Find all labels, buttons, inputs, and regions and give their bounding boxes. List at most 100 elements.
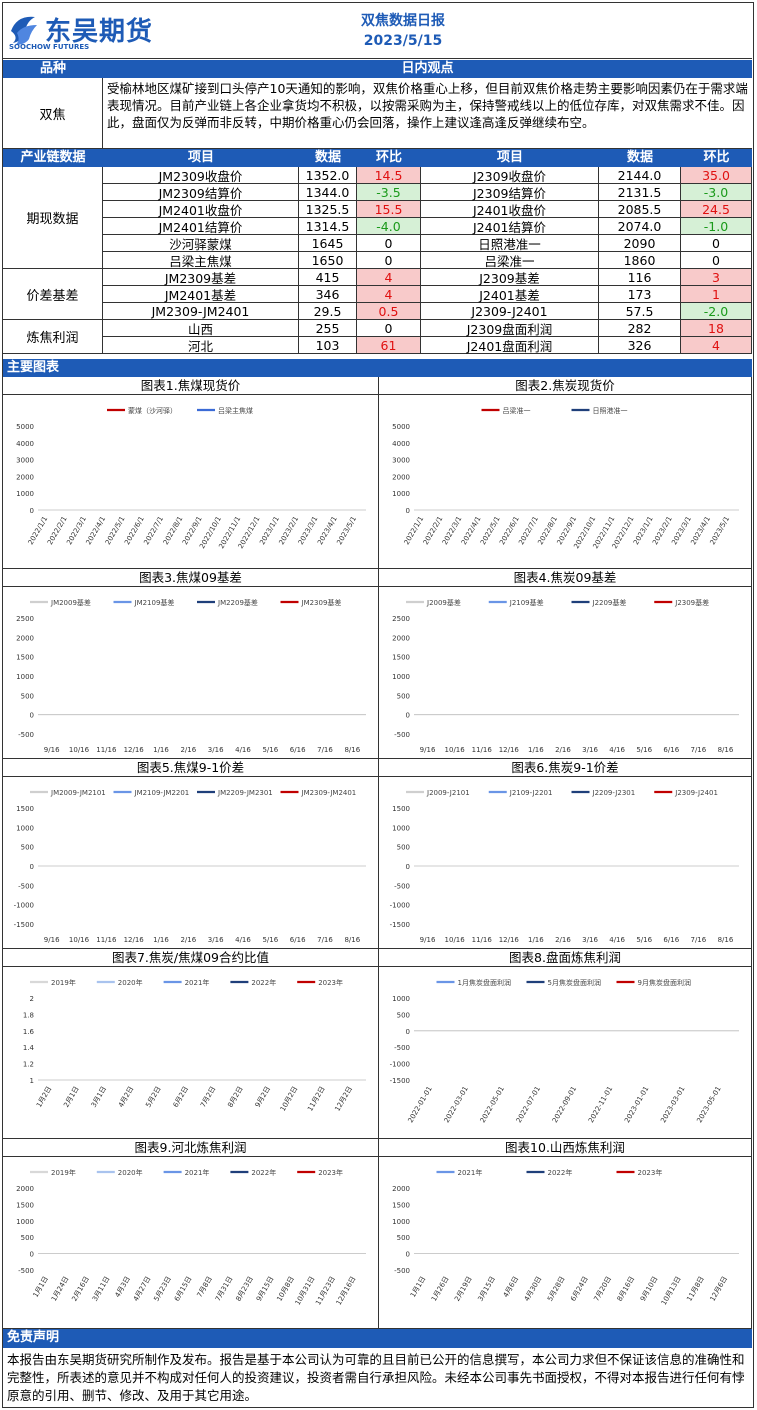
legend-label: J2209-J2301: [592, 789, 636, 797]
charts-bar: 主要图表: [3, 359, 752, 377]
chart-panel: 图表1.焦煤现货价蒙煤（沙河驿） 吕梁主焦煤 5000 4000 3000 2000 100…: [3, 377, 379, 569]
y-tick-label: -500: [18, 731, 34, 739]
y-tick-label: 0: [406, 1251, 410, 1259]
x-tick-label: 3月11日: [91, 1275, 112, 1303]
y-tick-label: 1.6: [23, 1028, 35, 1036]
table-cell-r-val: 2085.5: [599, 201, 681, 218]
y-tick-label: 0: [30, 507, 34, 515]
y-tick-label: -1500: [14, 921, 34, 929]
section-label: 炼焦利润: [3, 320, 103, 354]
x-tick-label: 3/16: [582, 936, 598, 944]
x-tick-label: 5/16: [636, 746, 652, 754]
x-tick-label: 9/16: [420, 746, 436, 754]
x-tick-label: 7月8日: [196, 1275, 214, 1299]
x-tick-label: 6/16: [663, 936, 679, 944]
table-cell-l-item: JM2309-JM2401: [103, 303, 299, 320]
chart-panel: 图表3.焦煤09基差 JM2009基差 JM2109基差 JM2209基差 JM2309…: [3, 569, 379, 759]
chart-title: 图表1.焦煤现货价: [3, 377, 378, 395]
x-tick-label: 8/16: [718, 936, 734, 944]
chart-panel: 图表5.焦煤9-1价差 JM2009-JM2101 JM2109-JM2201 JM2…: [3, 759, 379, 949]
x-tick-label: 6月15日: [173, 1275, 194, 1303]
legend-label: 日照港准一: [593, 406, 628, 415]
legend-label: 2023年: [318, 1168, 343, 1177]
x-tick-label: 7/16: [317, 936, 333, 944]
x-tick-label: 2022-03-01: [443, 1085, 470, 1124]
legend-label: J2009-J2101: [426, 789, 470, 797]
table-cell-r-item: J2401收盘价: [421, 201, 599, 218]
legend-label: J2309-J2401: [674, 789, 718, 797]
table-cell-l-chg: 4: [357, 286, 421, 303]
table-cell-r-val: 2144.0: [599, 167, 681, 184]
x-tick-label: 12/16: [499, 936, 520, 944]
x-tick-label: 1月26日: [430, 1275, 451, 1303]
table-cell-r-val: 2090: [599, 235, 681, 252]
y-tick-label: 2000: [16, 1185, 34, 1193]
report-header: 东吴期货 SOOCHOW FUTURES 双焦数据日报 2023/5/15: [3, 3, 752, 59]
x-tick-label: 2023-03-01: [659, 1085, 686, 1124]
chart-svg: 蒙煤（沙河驿） 吕梁主焦煤5000400030002000100002022/1/…: [16, 406, 366, 550]
legend-label: 2021年: [458, 1168, 483, 1177]
x-tick-label: 11月23日: [314, 1275, 337, 1307]
table-cell-r-val: 116: [599, 269, 681, 286]
y-tick-label: -500: [394, 1267, 410, 1275]
table-cell-r-chg: -1.0: [681, 218, 752, 235]
table-header-item-left: 项目: [187, 150, 214, 165]
table-cell-l-item: 沙河驿蒙煤: [103, 235, 299, 252]
chart-title: 图表3.焦煤09基差: [3, 569, 378, 587]
x-tick-label: 1月24日: [50, 1275, 71, 1303]
y-tick-label: 500: [397, 692, 410, 700]
x-tick-label: 5月28日: [546, 1275, 567, 1303]
chart-title: 图表4.焦炭09基差: [379, 569, 751, 587]
y-tick-label: -500: [394, 731, 410, 739]
disclaimer-text: 本报告由东吴期货研究所制作及发布。报告是基于本公司认为可靠的且目前已公开的信息撰…: [7, 1352, 745, 1403]
y-tick-label: 2000: [392, 473, 410, 481]
table-header-change-right: 环比: [703, 150, 730, 165]
y-tick-label: 1.8: [23, 1011, 34, 1019]
x-tick-label: 5月23日: [152, 1275, 173, 1303]
table-cell-l-chg: 15.5: [357, 201, 421, 218]
table-cell-l-val: 1352.0: [299, 167, 357, 184]
table-cell-r-val: 2074.0: [599, 218, 681, 235]
x-tick-label: 4月2日: [117, 1085, 135, 1109]
company-name-en: SOOCHOW FUTURES: [9, 43, 90, 51]
x-tick-label: 7/16: [317, 746, 333, 754]
table-cell-r-item: 日照港准一: [421, 235, 599, 252]
legend-label: J2109-J2201: [509, 789, 553, 797]
legend-label: JM2109基差: [134, 598, 175, 607]
x-tick-label: 4月3日: [114, 1275, 132, 1299]
y-tick-label: 1500: [392, 805, 410, 813]
chart-title: 图表6.焦炭9-1价差: [379, 759, 751, 777]
legend-label: 9月焦炭盘面利润: [638, 978, 691, 987]
x-tick-label: 8月2日: [226, 1085, 244, 1109]
x-tick-label: 12月6日: [709, 1275, 730, 1303]
table-cell-l-item: 山西: [103, 320, 299, 337]
x-tick-label: 2023/5/1: [709, 515, 732, 546]
y-tick-label: 1000: [392, 490, 410, 498]
y-tick-label: 0: [30, 1251, 34, 1259]
x-tick-label: 1月2日: [35, 1085, 53, 1109]
variety-header: 品种: [39, 61, 66, 76]
x-tick-label: 5/16: [636, 936, 652, 944]
x-tick-label: 2022-05-01: [479, 1085, 506, 1124]
table-cell-r-item: J2309收盘价: [421, 167, 599, 184]
table-cell-l-item: 河北: [103, 337, 299, 354]
y-tick-label: 0: [406, 712, 410, 720]
x-tick-label: 10/16: [445, 936, 466, 944]
chart-panel: 图表9.河北炼焦利润 2019年 2020年 2021年 2022年 2023年 2000 1…: [3, 1139, 379, 1329]
y-tick-label: 500: [21, 692, 34, 700]
x-tick-label: 7/16: [691, 936, 707, 944]
legend-label: JM2009-JM2101: [50, 789, 106, 797]
y-tick-label: 0: [406, 1028, 410, 1036]
chart-panel: 图表4.焦炭09基差 J2009基差 J2109基差 J2209基差 J2309基差 25…: [379, 569, 752, 759]
x-tick-label: 11/16: [96, 746, 117, 754]
y-tick-label: 500: [397, 844, 410, 852]
legend-label: 1月焦炭盘面利润: [458, 978, 511, 987]
x-tick-label: 11/16: [472, 936, 493, 944]
x-tick-label: 12月16日: [335, 1275, 358, 1307]
x-tick-label: 10月8日: [275, 1275, 296, 1303]
y-tick-label: 1000: [392, 673, 410, 681]
x-tick-label: 4月6日: [502, 1275, 520, 1299]
section-label: 期现数据: [3, 167, 103, 269]
table-cell-l-val: 346: [299, 286, 357, 303]
